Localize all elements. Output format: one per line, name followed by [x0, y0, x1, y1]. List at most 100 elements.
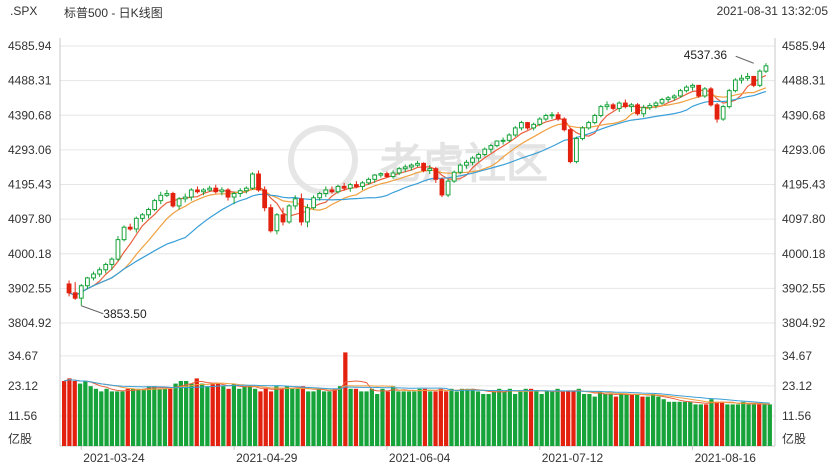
candle-body	[378, 173, 384, 176]
candle-body	[598, 106, 604, 116]
volume-bar	[120, 391, 125, 446]
symbol-label: .SPX	[10, 4, 38, 18]
volume-bar	[375, 394, 380, 446]
volume-bar	[380, 388, 385, 446]
volume-bar	[141, 388, 146, 446]
volume-tick-right: 23.12	[782, 379, 812, 393]
volume-bar	[518, 391, 523, 446]
volume-bar	[544, 391, 550, 446]
volume-bar	[396, 391, 401, 446]
candle-body	[91, 273, 96, 279]
candle-body	[103, 263, 109, 271]
candle-body	[537, 118, 543, 125]
volume-bar	[237, 388, 242, 446]
volume-bar	[650, 394, 656, 446]
candle-body	[690, 84, 695, 88]
candle-body	[488, 145, 494, 150]
volume-bar	[290, 388, 295, 446]
candle-body	[262, 189, 268, 209]
candle-body	[696, 84, 702, 97]
price-tick-right: 4585.94	[782, 39, 826, 53]
chart-title: 标普500 - 日K线图	[64, 6, 163, 20]
price-tick-left: 4585.94	[8, 39, 52, 53]
candle-body	[372, 174, 378, 180]
volume-ma20-line	[63, 379, 770, 404]
volume-bar	[730, 404, 735, 446]
volume-bar	[608, 394, 613, 446]
candle-body	[732, 79, 738, 92]
volume-bar	[449, 388, 454, 446]
candle-body	[500, 139, 506, 142]
volume-bar	[412, 391, 417, 446]
volume-bar	[67, 378, 72, 446]
candle-body	[592, 114, 598, 124]
candle-body	[85, 277, 90, 287]
candle-body	[531, 123, 537, 129]
candle-body	[763, 65, 769, 72]
volume-bar	[88, 386, 93, 446]
candle-body	[140, 214, 145, 219]
candle-body	[604, 104, 610, 108]
volume-bar	[422, 388, 428, 446]
candle-body	[97, 269, 103, 275]
candle-body	[720, 106, 726, 120]
candle-body	[225, 189, 231, 198]
timestamp: 2021-08-31 13:32:05	[716, 4, 828, 18]
price-tick-right: 3804.92	[782, 316, 826, 330]
volume-bar	[566, 391, 571, 446]
axis-labels: 4585.94 4585.94 4488.31 4488.31 4390.68 4390.…	[8, 39, 826, 465]
volume-bar	[704, 404, 709, 446]
candle-body	[586, 122, 592, 129]
candle-body	[219, 189, 225, 193]
volume-bar	[194, 378, 199, 446]
volume-bar	[444, 391, 449, 446]
volume-bar	[184, 381, 189, 446]
volume-bar	[125, 388, 130, 446]
volume-bar	[300, 386, 306, 446]
candle-body	[188, 189, 194, 198]
price-tick-left: 4488.31	[8, 74, 52, 88]
candle-body	[146, 208, 151, 216]
volume-bar	[619, 394, 624, 446]
volume-bar	[210, 383, 215, 446]
candle-body	[745, 75, 750, 79]
volume-bar	[168, 388, 173, 446]
candle-body	[292, 198, 298, 207]
volume-bar	[475, 391, 481, 446]
candle-body	[341, 185, 347, 189]
volume-bar	[364, 391, 369, 446]
volume-bar	[555, 388, 560, 446]
high-annotation-line	[735, 55, 754, 64]
volume-bar	[401, 391, 406, 446]
volume-bar	[709, 399, 714, 446]
volume-bar	[576, 388, 581, 446]
volume-bar	[162, 388, 168, 446]
date-label: 2021-08-16	[695, 451, 757, 465]
volume-bar	[698, 404, 703, 446]
date-label: 2021-03-24	[83, 451, 145, 465]
volume-bar	[581, 394, 587, 446]
volume-bar	[597, 391, 603, 446]
volume-bar	[93, 388, 99, 446]
price-tick-left: 4097.80	[8, 212, 52, 226]
volume-bar	[226, 388, 231, 446]
candle-body	[427, 168, 433, 171]
volume-bar	[661, 399, 666, 446]
volume-bar	[279, 388, 284, 446]
candle-body	[464, 161, 469, 166]
candle-body	[182, 196, 188, 200]
watermark-text: 老虎社区	[380, 139, 548, 188]
candle-body	[133, 217, 139, 230]
volume-bar	[682, 401, 688, 446]
candle-body	[170, 193, 176, 207]
volume-bar	[677, 401, 682, 446]
candle-body	[433, 168, 439, 180]
candle-body	[726, 90, 732, 108]
date-label: 2021-04-29	[236, 451, 298, 465]
candle-body	[274, 214, 280, 232]
candle-body	[482, 148, 488, 156]
chart-header: .SPX 标普500 - 日K线图 2021-08-31 13:32:05	[0, 0, 840, 24]
volume-bar	[693, 404, 698, 446]
ma10-line	[68, 87, 767, 297]
